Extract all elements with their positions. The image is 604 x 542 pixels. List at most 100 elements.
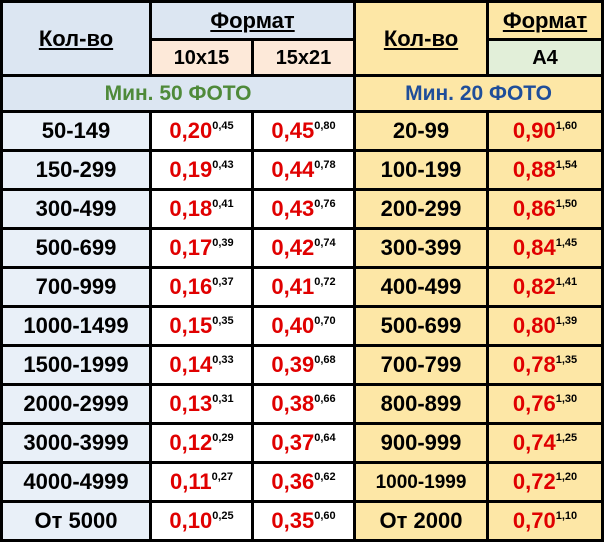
price: 0,37: [271, 430, 315, 455]
price: 0,10: [169, 508, 213, 533]
price: 0,78: [512, 352, 556, 377]
price-max: 1,30: [555, 393, 578, 405]
price-max: 0,35: [212, 315, 234, 327]
quantity-cell: От 5000: [3, 503, 149, 539]
quantity-cell: 800-899: [356, 386, 487, 422]
price-max: 1,41: [555, 276, 578, 288]
price-cell: 0,390,68: [254, 347, 354, 383]
price-max: 0,37: [212, 276, 234, 288]
header-cell: Кол-во: [356, 3, 487, 74]
price: 0,14: [169, 352, 213, 377]
price-max: 0,80: [314, 120, 336, 132]
price: 0,86: [512, 196, 556, 221]
price-max: 1,20: [555, 471, 578, 483]
price-row: 4000-4999 0,110,27 0,360,62 1000-1999 0,721,…: [3, 464, 602, 500]
quantity-cell: 1000-1999: [356, 464, 487, 500]
price-max: 0,60: [314, 510, 336, 522]
price: 0,88: [512, 157, 556, 182]
price-max: 0,70: [314, 315, 336, 327]
quantity-cell: 150-299: [3, 152, 149, 188]
price-cell: 0,881,54: [489, 152, 602, 188]
price: 0,44: [271, 157, 315, 182]
price: 0,15: [169, 313, 213, 338]
price-cell: 0,701,10: [489, 503, 602, 539]
price: 0,35: [271, 508, 315, 533]
price: 0,45: [271, 118, 315, 143]
price-cell: 0,120,29: [152, 425, 251, 461]
price-row: 700-999 0,160,37 0,410,72 400-499 0,821,41: [3, 269, 602, 305]
price-max: 1,25: [555, 432, 578, 444]
price-cell: 0,801,39: [489, 308, 602, 344]
price-max: 0,62: [314, 471, 336, 483]
price-cell: 0,350,60: [254, 503, 354, 539]
price: 0,80: [512, 313, 556, 338]
header-cell: Формат: [152, 3, 354, 38]
price: 0,40: [271, 313, 315, 338]
price-max: 0,41: [212, 198, 234, 210]
price-max: 0,45: [212, 120, 234, 132]
price-max: 1,45: [555, 237, 578, 249]
price: 0,16: [169, 274, 213, 299]
quantity-cell: 900-999: [356, 425, 487, 461]
minimum-row: Мин. 50 ФОТО Мин. 20 ФОТО: [3, 77, 602, 110]
price-cell: 0,160,37: [152, 269, 251, 305]
price-row: 1500-1999 0,140,33 0,390,68 700-799 0,781,35: [3, 347, 602, 383]
price-max: 0,29: [212, 432, 234, 444]
price-cell: 0,410,72: [254, 269, 354, 305]
price-max: 0,25: [212, 510, 234, 522]
header-cell: Формат: [489, 3, 602, 38]
quantity-cell: 20-99: [356, 113, 487, 149]
price: 0,90: [512, 118, 556, 143]
price-max: 0,33: [212, 354, 234, 366]
price: 0,72: [512, 469, 556, 494]
price-cell: 0,761,30: [489, 386, 602, 422]
price-max: 1,35: [555, 354, 578, 366]
price: 0,41: [271, 274, 315, 299]
price-row: От 5000 0,100,25 0,350,60 От 2000 0,701,10: [3, 503, 602, 539]
price-max: 0,72: [314, 276, 336, 288]
price-cell: 0,901,60: [489, 113, 602, 149]
price-cell: 0,150,35: [152, 308, 251, 344]
price-cell: 0,190,43: [152, 152, 251, 188]
price-max: 0,31: [212, 393, 234, 405]
quantity-cell: 50-149: [3, 113, 149, 149]
price-row: 3000-3999 0,120,29 0,370,64 900-999 0,741,25: [3, 425, 602, 461]
price: 0,74: [512, 430, 556, 455]
price-cell: 0,781,35: [489, 347, 602, 383]
price-max: 0,39: [212, 237, 234, 249]
price-max: 0,78: [314, 159, 336, 171]
price-max: 1,10: [555, 510, 578, 522]
quantity-cell: 700-799: [356, 347, 487, 383]
header-row: Кол-во Формат Кол-во Формат: [3, 3, 602, 74]
minimum-cell: Мин. 20 ФОТО: [356, 77, 602, 110]
price-row: 2000-2999 0,130,31 0,380,66 800-899 0,761,30: [3, 386, 602, 422]
price-max: 1,60: [555, 120, 578, 132]
header-text: Кол-во: [38, 25, 114, 51]
quantity-cell: 500-699: [3, 230, 149, 266]
price-cell: 0,170,39: [152, 230, 251, 266]
price-cell: 0,430,76: [254, 191, 354, 227]
price: 0,12: [169, 430, 213, 455]
price-cell: 0,130,31: [152, 386, 251, 422]
price: 0,82: [512, 274, 556, 299]
header-text: Кол-во: [383, 25, 459, 51]
price: 0,17: [169, 235, 213, 260]
size-cell: 15x21: [254, 41, 354, 74]
price: 0,20: [169, 118, 213, 143]
price-row: 500-699 0,170,39 0,420,74 300-399 0,841,45: [3, 230, 602, 266]
price: 0,18: [169, 196, 213, 221]
price-max: 0,27: [211, 471, 234, 483]
price-row: 50-149 0,200,45 0,450,80 20-99 0,901,60: [3, 113, 602, 149]
quantity-cell: 300-399: [356, 230, 487, 266]
header-row: 10x15 15x21 A4: [3, 41, 602, 74]
price-max: 0,64: [314, 432, 336, 444]
price-cell: 0,440,78: [254, 152, 354, 188]
price-cell: 0,370,64: [254, 425, 354, 461]
price-max: 1,54: [555, 159, 578, 171]
price-max: 0,43: [212, 159, 234, 171]
quantity-cell: 4000-4999: [3, 464, 149, 500]
price: 0,76: [512, 391, 556, 416]
price-cell: 0,380,66: [254, 386, 354, 422]
price-cell: 0,140,33: [152, 347, 251, 383]
